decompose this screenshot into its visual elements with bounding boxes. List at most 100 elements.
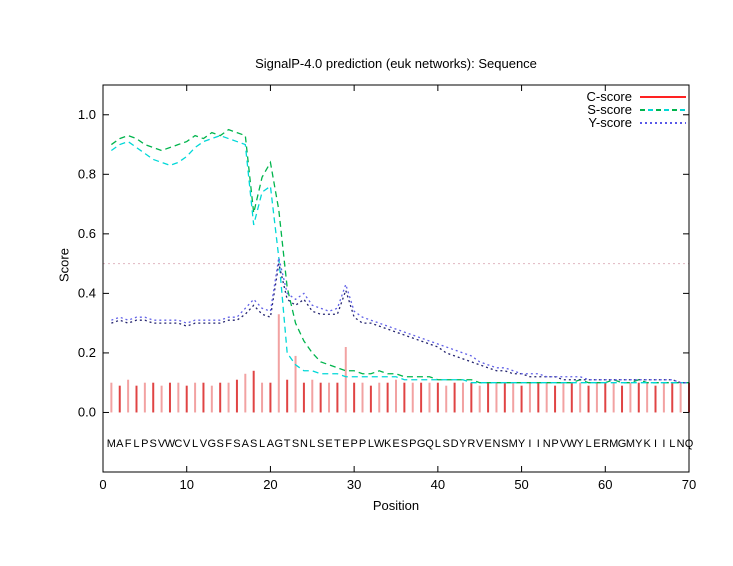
legend: C-score S-score Y-score xyxy=(586,89,686,130)
sequence-residue: M xyxy=(509,438,518,450)
x-tick-label: 0 xyxy=(99,477,106,492)
sequence-residue: G xyxy=(417,438,426,450)
y-score-line xyxy=(111,263,689,384)
sequence-residue: D xyxy=(451,438,459,450)
sequence-residue: L xyxy=(133,438,139,450)
sequence-residue: N xyxy=(300,438,308,450)
plot-title: SignalP-4.0 prediction (euk networks): S… xyxy=(255,56,537,71)
sequence-residue: A xyxy=(267,438,275,450)
y-tick-label: 0.4 xyxy=(78,285,96,300)
sequence-residue: Y xyxy=(459,438,467,450)
y-tick-label: 0.2 xyxy=(78,345,96,360)
sequence-residue: P xyxy=(350,438,357,450)
sequence-residue: L xyxy=(259,438,265,450)
sequence-residue: A xyxy=(242,438,250,450)
sequence-residue: W xyxy=(165,438,176,450)
sequence-residue: Y xyxy=(518,438,526,450)
sequence-residue: L xyxy=(192,438,198,450)
sequence-residue: G xyxy=(208,438,217,450)
sequence-residue: K xyxy=(643,438,651,450)
y-tick-label: 0.8 xyxy=(78,166,96,181)
sequence-residue: I xyxy=(654,438,657,450)
sequence-residue: Y xyxy=(635,438,643,450)
sequence-residue: R xyxy=(601,438,609,450)
legend-label-c-score: C-score xyxy=(586,89,632,104)
x-tick-label: 20 xyxy=(263,477,277,492)
sequence-residue: F xyxy=(125,438,132,450)
x-axis-label: Position xyxy=(372,498,420,513)
plot-frame xyxy=(102,84,690,473)
sequence-residue: L xyxy=(669,438,675,450)
sequence-residue: W xyxy=(374,438,385,450)
sequence-residue: P xyxy=(409,438,416,450)
sequence-residue: E xyxy=(325,438,332,450)
sequence-residue: L xyxy=(309,438,315,450)
sequence-residue: S xyxy=(150,438,157,450)
sequence-residue: S xyxy=(501,438,508,450)
sequence-residue: M xyxy=(107,438,116,450)
series-y-score xyxy=(111,263,689,384)
x-tick-label: 40 xyxy=(431,477,445,492)
sequence-residue: L xyxy=(585,438,591,450)
sequence-residue: G xyxy=(275,438,284,450)
x-tick-label: 50 xyxy=(514,477,528,492)
sequence-residue: I xyxy=(662,438,665,450)
sequence-residue: P xyxy=(359,438,366,450)
sequence-residue: N xyxy=(492,438,500,450)
series-s-score xyxy=(110,128,689,384)
x-tick-label: 60 xyxy=(598,477,612,492)
sequence-residue: T xyxy=(284,438,291,450)
sequence-residue: L xyxy=(435,438,441,450)
sequence-residue: S xyxy=(292,438,299,450)
axis-ticks: 0 10 20 30 40 50 60 70 0.0 0.2 0.4 0.6 0.8 1.0 xyxy=(78,85,696,492)
sequence-residue: Y xyxy=(576,438,584,450)
sequence-residue: Q xyxy=(685,438,694,450)
sequence-residue: F xyxy=(225,438,232,450)
s-score-line-swatch xyxy=(640,108,686,111)
sequence-residue: M xyxy=(609,438,618,450)
y-tick-label: 0.0 xyxy=(78,404,96,419)
legend-label-s-score: S-score xyxy=(587,102,632,117)
sequence-residue: V xyxy=(183,438,191,450)
sequence-residue: M xyxy=(626,438,635,450)
sequence-residue: E xyxy=(392,438,399,450)
sequence-residue: K xyxy=(384,438,392,450)
sequence-residue: E xyxy=(484,438,491,450)
s-score-line xyxy=(110,128,689,384)
sequence-residue: V xyxy=(158,438,166,450)
sequence-residue: Q xyxy=(425,438,434,450)
legend-entry-y-score: Y-score xyxy=(586,115,686,130)
sequence-residue: S xyxy=(233,438,240,450)
sequence-residue: W xyxy=(567,438,578,450)
sequence-residue: R xyxy=(467,438,475,450)
sequence-residue: V xyxy=(200,438,208,450)
y-tick-label: 1.0 xyxy=(78,107,96,122)
sequence-residue: S xyxy=(443,438,450,450)
sequence-residue: S xyxy=(217,438,224,450)
sequence-residue: A xyxy=(116,438,124,450)
s-score-companion-line xyxy=(110,134,689,384)
sequence-residue: E xyxy=(342,438,349,450)
series-s-score-companion xyxy=(110,134,689,384)
y-tick-label: 0.6 xyxy=(78,226,96,241)
legend-entry-s-score: S-score xyxy=(586,102,686,117)
sequence-residue: P xyxy=(551,438,558,450)
y-score-companion-line xyxy=(111,257,689,384)
series-y-score-companion xyxy=(111,257,689,384)
sequence-residue: L xyxy=(368,438,374,450)
sequence-residue: S xyxy=(401,438,408,450)
sequence-residue: S xyxy=(317,438,324,450)
x-tick-label: 10 xyxy=(179,477,193,492)
x-tick-label: 70 xyxy=(682,477,696,492)
series-c-score xyxy=(110,314,690,413)
sequence-residue: T xyxy=(334,438,341,450)
sequence-residue: G xyxy=(618,438,627,450)
sequence-residue: P xyxy=(141,438,148,450)
sequence-residue: I xyxy=(528,438,531,450)
sequence-residue: S xyxy=(250,438,257,450)
sequence-residue: C xyxy=(174,438,182,450)
sequence-residue: I xyxy=(537,438,540,450)
sequence-residue: E xyxy=(593,438,600,450)
